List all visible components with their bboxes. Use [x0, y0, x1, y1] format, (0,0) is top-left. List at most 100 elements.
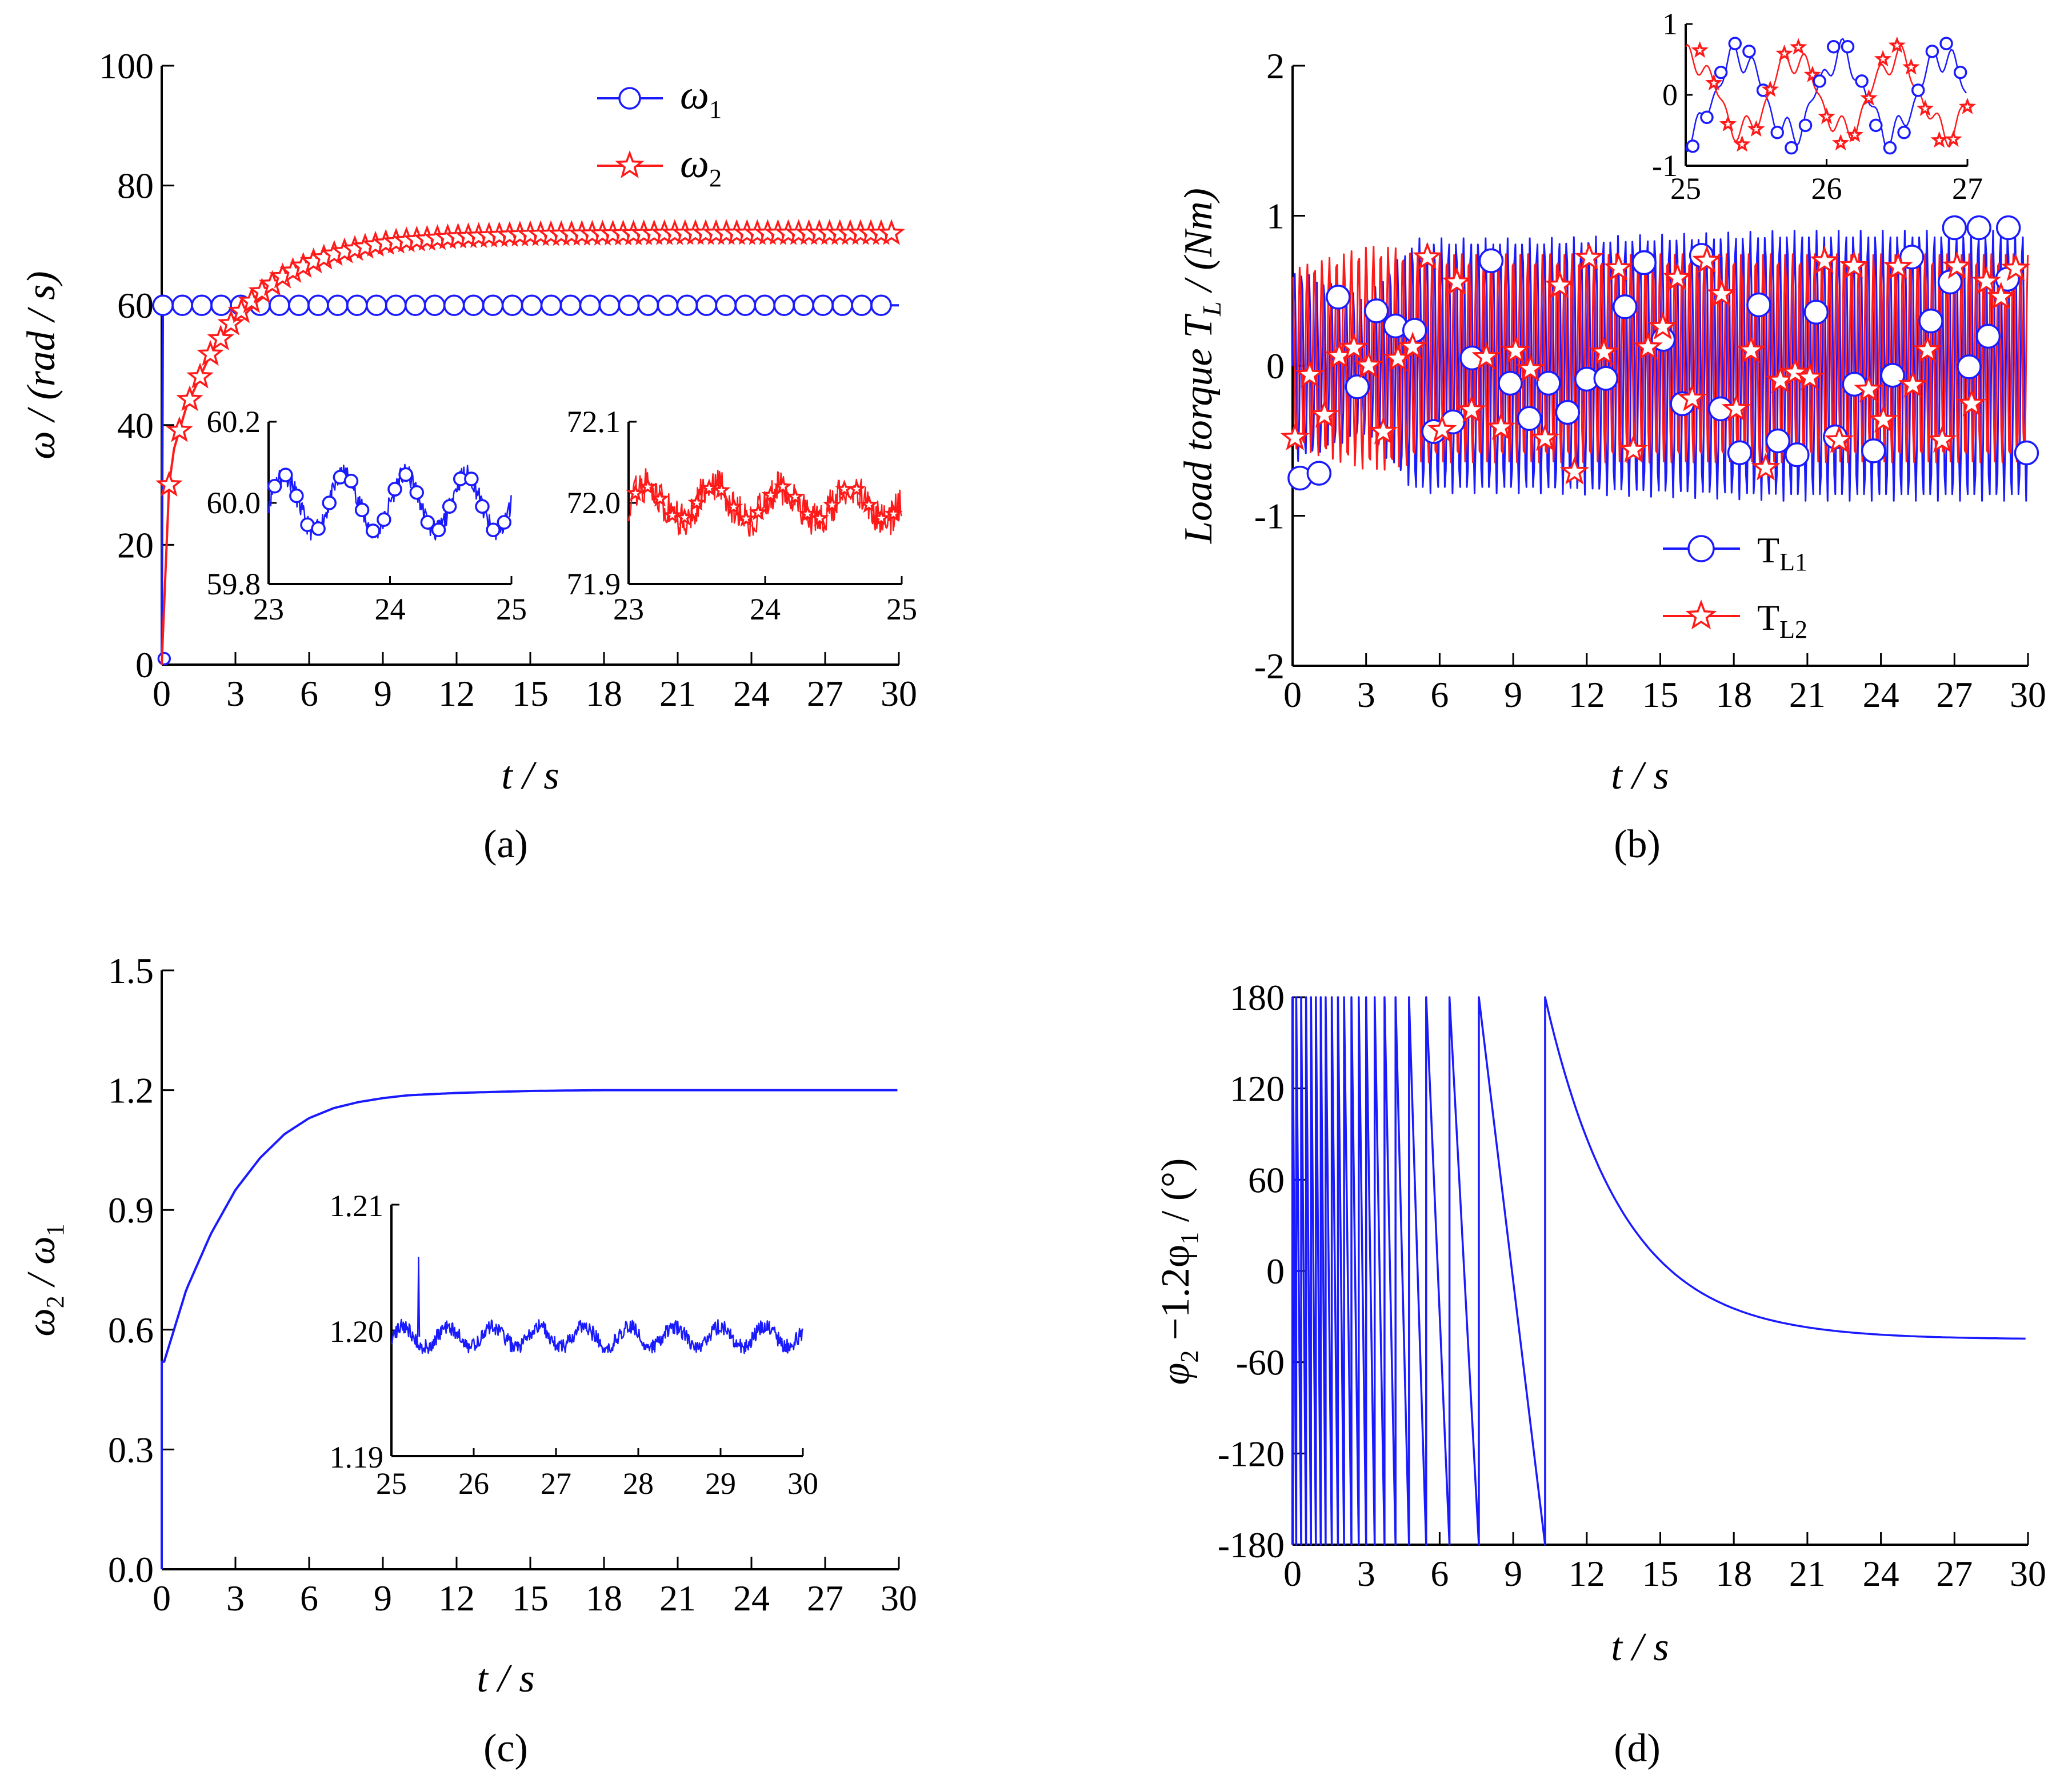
b-xtick-label: 15 — [1642, 674, 1679, 715]
a-inset2-marker — [749, 502, 768, 521]
b-inset-TL2-marker — [1902, 58, 1920, 75]
b-TL2-marker — [1883, 251, 1913, 280]
a-omega1-marker — [191, 294, 213, 316]
a-omega2-marker — [878, 219, 905, 245]
b-TL2-marker — [1854, 374, 1883, 402]
a-omega1-marker — [210, 294, 232, 316]
a-inset1-marker — [398, 467, 413, 482]
b-TL2-marker — [1662, 262, 1693, 291]
a-omega1-marker — [462, 294, 485, 316]
c-inset-xtick-label: 29 — [705, 1466, 736, 1501]
b-TL1-marker — [1612, 294, 1638, 319]
a-legend-omega1-marker — [618, 87, 641, 110]
a-omega1-marker — [870, 294, 892, 316]
c-xtick-label: 21 — [659, 1578, 696, 1618]
b-inset-TL2-marker — [1789, 38, 1807, 55]
b-TL2-marker — [1369, 416, 1398, 445]
a-ytick-label: 0 — [135, 645, 154, 685]
d-caption: (d) — [1614, 1726, 1661, 1770]
a-inset2-marker — [699, 478, 719, 497]
c-caption: (c) — [483, 1726, 528, 1770]
a-omega2-marker — [217, 309, 245, 335]
c-inset-trace — [390, 1318, 804, 1354]
a-omega1-marker — [851, 294, 873, 316]
b-TL1-marker — [1746, 292, 1771, 318]
b-series-TL2-line — [1292, 246, 2029, 471]
c-xtick-label: 24 — [733, 1578, 770, 1618]
b-inset-TL2-marker — [1860, 89, 1878, 106]
b-TL1-marker — [1803, 299, 1829, 325]
d-ytick-label: -180 — [1218, 1525, 1285, 1565]
b-TL1-marker — [1306, 461, 1332, 486]
a-ylabel: ω / (rad / s) — [19, 271, 63, 459]
b-inset-ytick-label: 1 — [1662, 7, 1678, 41]
d-ytick-label: 180 — [1230, 977, 1285, 1018]
b-inset-TL2-marker — [1831, 134, 1850, 151]
b-TL1-marker — [1880, 362, 1905, 388]
a-xtick-label: 21 — [659, 673, 696, 714]
a-inset2-marker — [724, 497, 743, 515]
a-ytick-label: 20 — [117, 525, 154, 565]
c-inset-spike — [417, 1257, 421, 1337]
d-ylabel-mid: −1.2φ — [1154, 1245, 1198, 1350]
a-xtick-label: 6 — [300, 673, 318, 714]
a-xtick-label: 9 — [374, 673, 392, 714]
b-xtick-label: 6 — [1430, 674, 1449, 715]
a-omega1-marker — [385, 294, 407, 316]
b-TL2-marker — [1486, 412, 1516, 441]
b-caption: (b) — [1614, 822, 1661, 866]
b-TL1-marker — [1593, 366, 1619, 391]
c-ytick-label: 0.6 — [108, 1310, 154, 1350]
b-TL2-marker — [1442, 267, 1472, 295]
b-TL2-marker — [1633, 331, 1663, 360]
b-TL2-marker — [1721, 393, 1751, 422]
b-TL2-marker — [1824, 425, 1854, 453]
a-inset1-marker — [442, 499, 457, 514]
d-ytick-label: -120 — [1218, 1433, 1285, 1474]
b-inset-TL2-marker — [1691, 41, 1709, 58]
a-omega1-marker — [715, 294, 737, 316]
b-TL2-marker — [1942, 251, 1972, 279]
b-inset-TL1-marker — [1869, 118, 1883, 133]
b-TL2-marker — [1677, 383, 1707, 411]
a-inset2-marker — [884, 504, 903, 522]
a-omega1-marker — [579, 294, 601, 316]
c-xtick-label: 27 — [807, 1578, 843, 1618]
c-inset-xtick-label: 30 — [787, 1466, 818, 1501]
c-xtick-label: 6 — [300, 1578, 318, 1618]
b-inset-TL2-marker — [1733, 135, 1751, 152]
a-inset2-marker — [773, 477, 793, 495]
a-omega1-marker — [171, 294, 193, 316]
c-xlabel: t / s — [477, 1657, 534, 1701]
b-TL1-marker — [1555, 399, 1581, 425]
b-inset-TL1-marker — [1742, 45, 1756, 58]
b-TL2-marker — [1574, 242, 1604, 271]
a-omega1-marker — [269, 294, 290, 316]
b-TL1-marker — [1957, 354, 1982, 379]
b-inset-TL2-marker — [1719, 115, 1737, 132]
b-TL1-marker — [1861, 438, 1886, 463]
b-xtick-label: 3 — [1357, 674, 1375, 715]
a-omega1-marker — [618, 294, 640, 316]
b-xlabel: t / s — [1611, 754, 1669, 798]
b-TL2-marker — [1913, 334, 1942, 363]
b-inset-TL2-marker — [1775, 44, 1793, 61]
a-inset1-xtick-label: 25 — [496, 592, 527, 626]
b-TL1-marker — [1345, 374, 1370, 399]
a-inset2-ytick-label: 72.1 — [567, 405, 621, 439]
a-xtick-label: 3 — [226, 673, 245, 714]
b-TL2-marker — [1545, 270, 1575, 298]
b-legend-TL2-label: TL2 — [1757, 597, 1807, 643]
a-inset2-marker — [810, 509, 829, 526]
a-omega1-marker — [307, 294, 329, 316]
b-TL2-marker — [1589, 337, 1619, 365]
b-inset-TL1-marker — [1925, 45, 1939, 58]
a-omega2-marker — [176, 385, 203, 411]
b-TL1-marker — [1765, 428, 1791, 454]
a-inset1-marker — [475, 499, 490, 514]
b-inset-TL2-marker — [1846, 126, 1864, 143]
a-omega1-marker — [443, 294, 465, 316]
b-inset-TL1-marker — [1728, 37, 1742, 50]
d-ylabel-sub2: 2 — [1175, 1350, 1203, 1363]
